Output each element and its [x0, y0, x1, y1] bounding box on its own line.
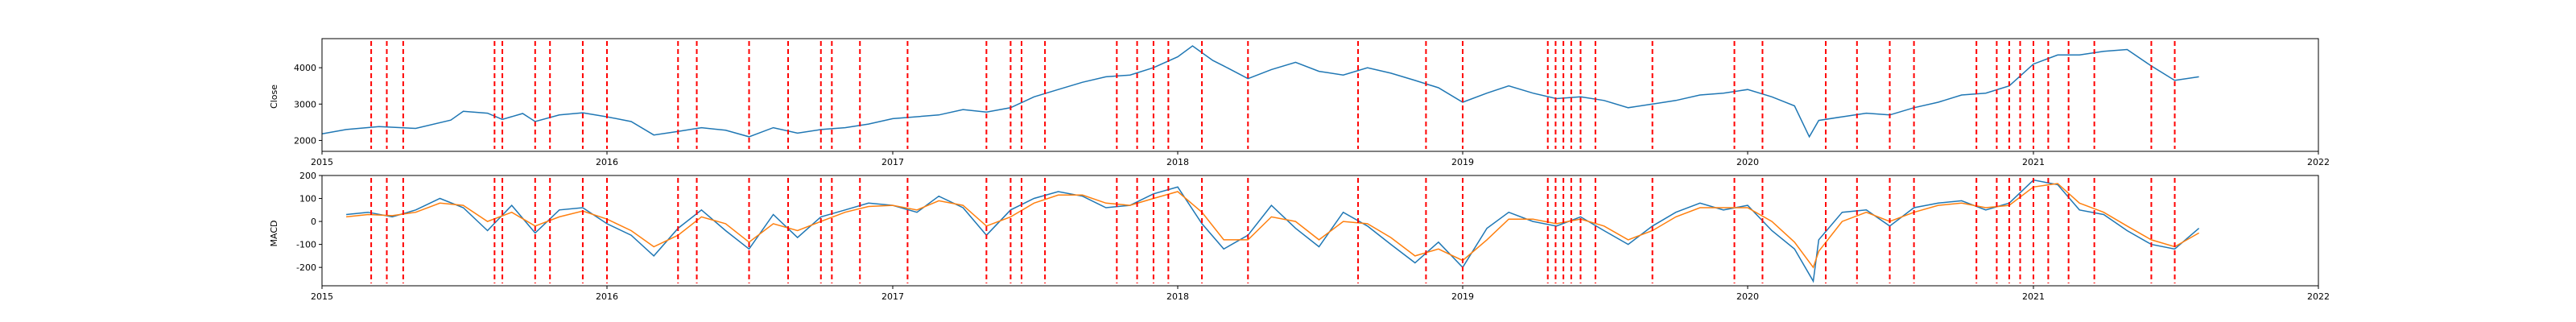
x-tick-label: 2021	[2022, 291, 2045, 302]
y-tick-label: 4000	[294, 63, 316, 73]
close-chart: Close 2000 3000 4000 2015 2016 2017 2018 2019 20…	[269, 38, 2330, 167]
x-tick-label: 2019	[1451, 291, 1474, 302]
x-tick-label: 2016	[596, 291, 618, 302]
macd-chart: MACD -200 -100 0 100 200 2015 2016 2017 2018 2019…	[269, 171, 2330, 302]
x-tick-label: 2016	[596, 157, 618, 167]
axes-frame	[321, 38, 2319, 152]
series-line-1	[346, 183, 2199, 269]
x-tick-label: 2017	[881, 291, 904, 302]
x-tick-label: 2020	[1736, 291, 1759, 302]
x-tick-label: 2022	[2307, 157, 2330, 167]
x-tick-label: 2018	[1166, 157, 1189, 167]
y-tick-label: 3000	[294, 99, 316, 109]
series-line-0	[322, 45, 2199, 138]
x-tick-label: 2022	[2307, 291, 2330, 302]
x-tick-label: 2019	[1451, 157, 1474, 167]
x-tick-label: 2018	[1166, 291, 1189, 302]
series-line-0	[346, 179, 2200, 283]
x-tick-label: 2021	[2022, 157, 2045, 167]
x-tick-label: 2015	[311, 157, 333, 167]
x-tick-label: 2015	[311, 291, 333, 302]
x-tick-label: 2017	[881, 157, 904, 167]
y-tick-label: 0	[311, 217, 316, 227]
y-tick-label: -200	[296, 262, 316, 273]
y-tick-label: 200	[299, 171, 316, 181]
axes-frame	[321, 175, 2319, 287]
macd-ylabel: MACD	[269, 221, 279, 247]
y-tick-label: 2000	[294, 135, 316, 146]
y-tick-label: -100	[296, 240, 316, 250]
y-tick-label: 100	[299, 194, 316, 204]
x-tick-label: 2020	[1736, 157, 1759, 167]
close-ylabel: Close	[269, 85, 279, 109]
